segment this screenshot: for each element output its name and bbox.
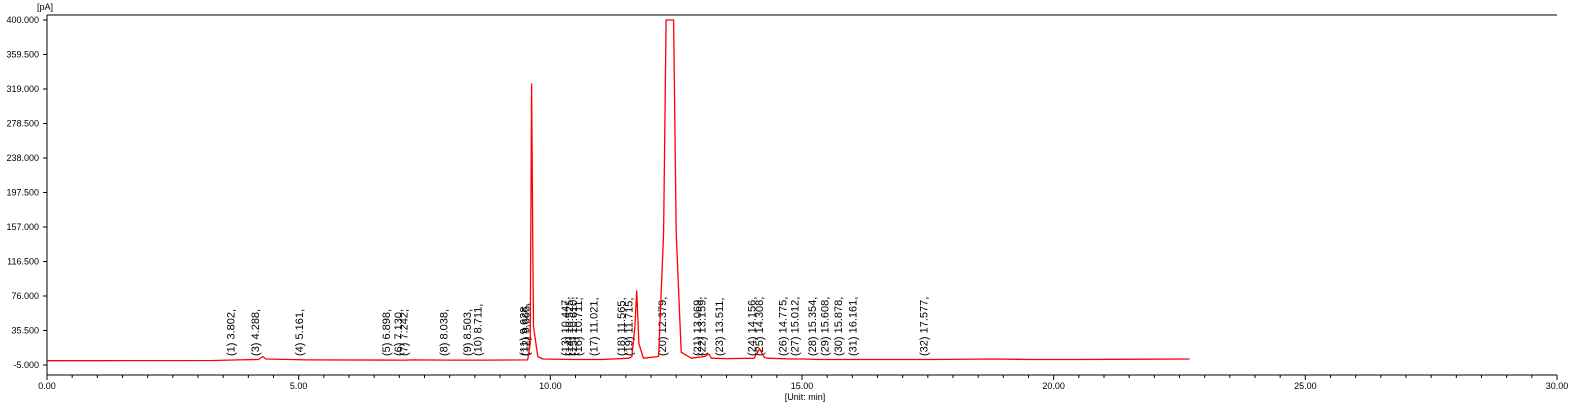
y-tick-label: 400.000 bbox=[6, 15, 39, 25]
peak-label: (25) 14.308, bbox=[754, 297, 766, 356]
peak-label: (30) 15.878, bbox=[833, 297, 845, 356]
y-tick-label: 116.500 bbox=[7, 257, 39, 267]
peak-label: (21) 13.069, bbox=[692, 297, 704, 356]
peak-label: (23) 13.511, bbox=[714, 298, 726, 357]
y-tick-label: 35.500 bbox=[11, 326, 39, 336]
peak-label: (31) 16.161, bbox=[847, 297, 859, 356]
x-tick-label: 25.00 bbox=[1294, 381, 1317, 391]
peak-label: (1) 3.802, bbox=[225, 309, 237, 356]
y-tick-label: 319.000 bbox=[6, 84, 39, 94]
x-tick-label: 15.00 bbox=[791, 381, 814, 391]
y-tick-label: 359.500 bbox=[6, 50, 39, 60]
y-ticks: -5.000 35.500 76.000 116.500 157.000 197.500 2… bbox=[6, 15, 47, 370]
x-tick-label: 0.00 bbox=[38, 381, 56, 391]
y-tick-label: 238.000 bbox=[6, 153, 39, 163]
peak-label: (6) 7.130, bbox=[393, 309, 405, 356]
peak-label: (26) 14.775, bbox=[778, 297, 790, 356]
y-tick-label: 197.500 bbox=[6, 188, 39, 198]
x-unit-label: [Unit: min] bbox=[785, 392, 826, 402]
peak-label: (29) 15.608, bbox=[820, 297, 832, 356]
y-tick-label: 76.000 bbox=[11, 291, 39, 301]
peak-labels: (1) 3.802, (3) 4.288, (4) 5.161, (5) 6.898,… bbox=[225, 297, 930, 356]
peak-label: (24) 14.156, bbox=[747, 297, 759, 356]
peak-label: (14) 10.525, bbox=[564, 297, 576, 356]
x-tick-label: 20.00 bbox=[1042, 381, 1065, 391]
peak-label: (28) 15.354, bbox=[807, 297, 819, 356]
x-tick-label: 5.00 bbox=[290, 381, 308, 391]
peak-label: (22) 13.159, bbox=[696, 297, 708, 356]
y-unit-label: [pA] bbox=[37, 2, 53, 12]
x-ticks: 0.00 5.00 10.00 15.00 20.00 25.00 30.00 bbox=[38, 375, 1568, 391]
peak-label: (11) 9.628, bbox=[519, 304, 531, 356]
peak-label: (13) 10.447, bbox=[560, 297, 572, 356]
peak-label: (19) 11.715, bbox=[624, 298, 636, 357]
peak-label: (7) 7.242, bbox=[399, 309, 411, 356]
y-tick-label: 278.500 bbox=[6, 119, 39, 129]
peak-label: (17) 11.021, bbox=[589, 297, 601, 356]
peak-label: (4) 5.161, bbox=[294, 309, 306, 356]
peak-label: (9) 8.503, bbox=[462, 309, 474, 356]
peak-label: (15) 10.610, bbox=[568, 297, 580, 356]
peak-label: (5) 6.898, bbox=[381, 309, 393, 356]
peak-label: (10) 8.711, bbox=[473, 304, 485, 356]
x-tick-label: 10.00 bbox=[539, 381, 562, 391]
y-tick-label: 157.000 bbox=[6, 222, 39, 232]
axes-layer bbox=[46, 14, 1557, 376]
peak-label: (3) 4.288, bbox=[250, 309, 262, 356]
x-tick-label: 30.00 bbox=[1546, 381, 1569, 391]
peak-label: (18) 11.565, bbox=[616, 297, 628, 356]
series-layer bbox=[46, 19, 1190, 362]
peak-label: (12) 9.665, bbox=[521, 303, 533, 356]
peak-label: (16) 10.711, bbox=[573, 297, 585, 356]
peak-label: (27) 15.012, bbox=[790, 297, 802, 356]
chromatogram-trace-0 bbox=[46, 19, 1190, 362]
y-tick-label: -5.000 bbox=[13, 360, 39, 370]
peak-label: (8) 8.038, bbox=[439, 309, 451, 356]
peak-label: (32) 17.577, bbox=[919, 297, 931, 356]
